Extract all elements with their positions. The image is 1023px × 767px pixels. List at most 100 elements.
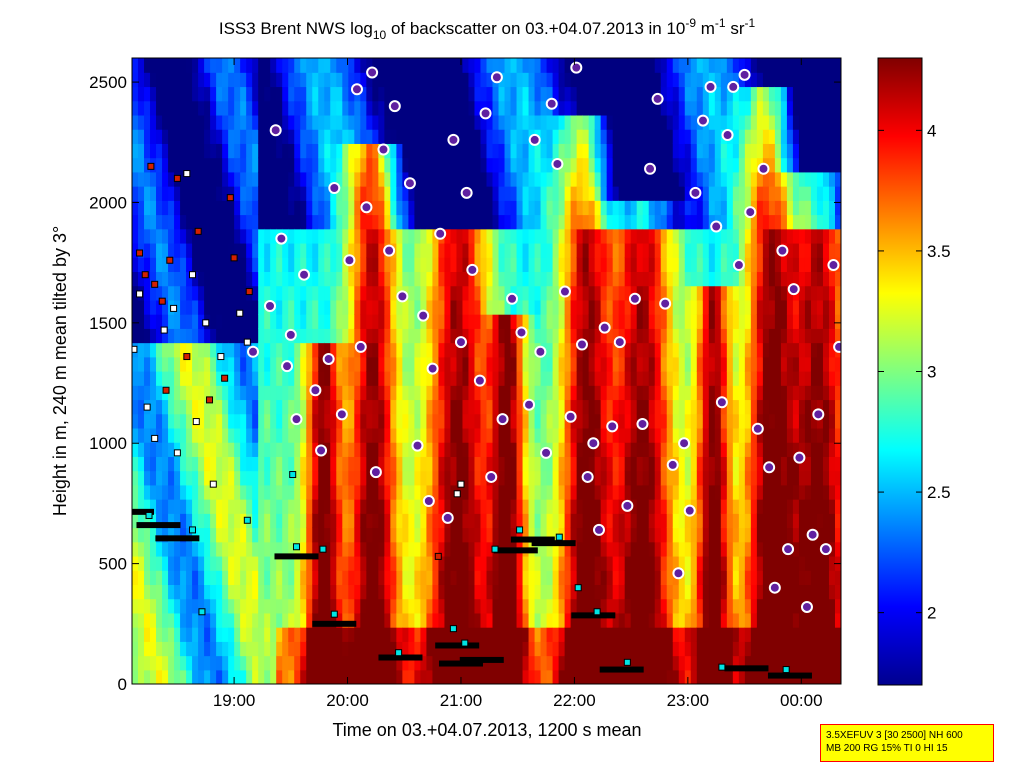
heatmap-cell <box>702 214 710 230</box>
heatmap-cell <box>234 214 241 230</box>
heatmap-cell <box>726 356 734 372</box>
heatmap-cell <box>132 385 139 401</box>
heatmap-cell <box>666 186 674 201</box>
heatmap-cell <box>474 143 482 159</box>
heatmap-cell <box>654 641 662 657</box>
heatmap-cell <box>168 129 175 144</box>
heatmap-cell <box>222 555 229 571</box>
heatmap-cell <box>570 171 578 187</box>
heatmap-cell <box>456 641 464 657</box>
heatmap-cell <box>666 399 674 415</box>
heatmap-cell <box>732 413 740 429</box>
heatmap-cell <box>522 456 530 472</box>
heatmap-cell <box>684 299 692 315</box>
heatmap-cell <box>774 470 782 486</box>
heatmap-cell <box>396 456 403 472</box>
heatmap-cell <box>360 356 367 372</box>
heatmap-cell <box>774 285 782 301</box>
heatmap-cell <box>690 72 698 88</box>
heatmap-cell <box>180 200 187 216</box>
heatmap-cell <box>678 371 686 386</box>
heatmap-cell <box>600 285 608 301</box>
heatmap-cell <box>642 541 650 557</box>
heatmap-cell <box>726 58 734 73</box>
heatmap-cell <box>354 627 361 642</box>
heatmap-cell <box>216 627 223 642</box>
heatmap-cell <box>726 314 734 329</box>
heatmap-cell <box>534 413 542 429</box>
heatmap-cell <box>618 669 626 684</box>
heatmap-cell <box>132 570 139 586</box>
heatmap-cell <box>786 484 794 500</box>
heatmap-cell <box>510 356 518 372</box>
heatmap-cell <box>708 555 716 571</box>
heatmap-cell <box>594 371 602 386</box>
heatmap-cell <box>312 627 319 642</box>
heatmap-cell <box>270 513 277 529</box>
heatmap-cell <box>156 541 163 557</box>
heatmap-cell <box>150 242 157 258</box>
heatmap-cell <box>474 314 482 329</box>
heatmap-cell <box>234 598 241 614</box>
heatmap-cell <box>612 513 620 529</box>
heatmap-cell <box>234 114 241 130</box>
heatmap-cell <box>264 627 271 642</box>
heatmap-cell <box>474 242 482 258</box>
heatmap-cell <box>456 413 464 429</box>
heatmap-cell <box>738 385 746 401</box>
heatmap-cell <box>342 470 349 486</box>
heatmap-cell <box>312 570 319 586</box>
heatmap-cell <box>510 157 518 173</box>
heatmap-cell <box>618 413 626 429</box>
heatmap-cell <box>282 584 289 600</box>
heatmap-cell <box>702 499 710 514</box>
heatmap-cell <box>390 641 397 657</box>
heatmap-cell <box>690 200 698 216</box>
heatmap-cell <box>678 413 686 429</box>
heatmap-cell <box>504 356 512 372</box>
heatmap-cell <box>600 470 608 486</box>
heatmap-cell <box>780 299 788 315</box>
heatmap-cell <box>546 271 554 287</box>
heatmap-cell <box>288 371 295 386</box>
heatmap-cell <box>684 442 692 457</box>
heatmap-cell <box>186 527 193 543</box>
heatmap-cell <box>486 484 494 500</box>
heatmap-cell <box>138 299 145 315</box>
heatmap-cell <box>240 214 247 230</box>
heatmap-cell <box>438 555 446 571</box>
heatmap-cell <box>792 143 800 159</box>
heatmap-cell <box>666 541 674 557</box>
heatmap-cell <box>234 484 241 500</box>
heatmap-cell <box>420 342 428 358</box>
heatmap-cell <box>342 612 349 628</box>
heatmap-cell <box>600 513 608 529</box>
heatmap-cell <box>582 143 590 159</box>
heatmap-cell <box>786 385 794 401</box>
heatmap-cell <box>468 371 476 386</box>
heatmap-cell <box>648 555 656 571</box>
heatmap-cell <box>774 58 782 73</box>
heatmap-cell <box>216 100 223 116</box>
heatmap-cell <box>522 299 530 315</box>
heatmap-cell <box>360 484 367 500</box>
heatmap-cell <box>552 499 560 514</box>
heatmap-cell <box>378 442 385 457</box>
heatmap-cell <box>564 171 572 187</box>
heatmap-cell <box>132 171 139 187</box>
heatmap-cell <box>510 641 518 657</box>
heatmap-cell <box>306 171 313 187</box>
heatmap-cell <box>156 228 163 244</box>
heatmap-cell <box>336 285 343 301</box>
heatmap-cell <box>168 555 175 571</box>
heatmap-cell <box>756 314 764 329</box>
heatmap-cell <box>144 171 151 187</box>
heatmap-cell <box>588 456 596 472</box>
heatmap-cell <box>354 612 361 628</box>
heatmap-cell <box>486 669 494 684</box>
heatmap-cell <box>138 200 145 216</box>
heatmap-cell <box>462 527 470 543</box>
heatmap-cell <box>288 612 295 628</box>
heatmap-cell <box>426 413 434 429</box>
heatmap-cell <box>480 257 488 273</box>
